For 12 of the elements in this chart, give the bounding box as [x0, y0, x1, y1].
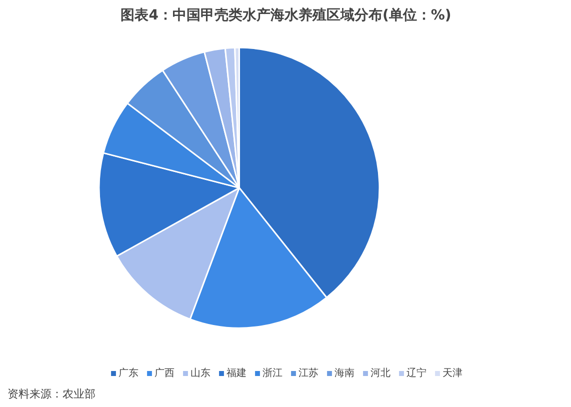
text: 资料来源：农业部	[8, 388, 96, 400]
legend-label: 山东	[190, 366, 210, 380]
legend-label: 辽宁	[406, 366, 426, 380]
legend-label: 广东	[118, 366, 138, 380]
legend-label: 福建	[226, 366, 246, 380]
legend-label: 天津	[442, 366, 462, 380]
chart-title: 图表4：中国甲壳类水产海水养殖区域分布(单位：%)	[120, 6, 452, 24]
legend-label: 江苏	[298, 366, 318, 380]
legend-label: 海南	[334, 366, 354, 380]
legend-label: 浙江	[262, 366, 282, 380]
legend-label: 广西	[154, 366, 174, 380]
legend-label: 河北	[370, 366, 390, 380]
